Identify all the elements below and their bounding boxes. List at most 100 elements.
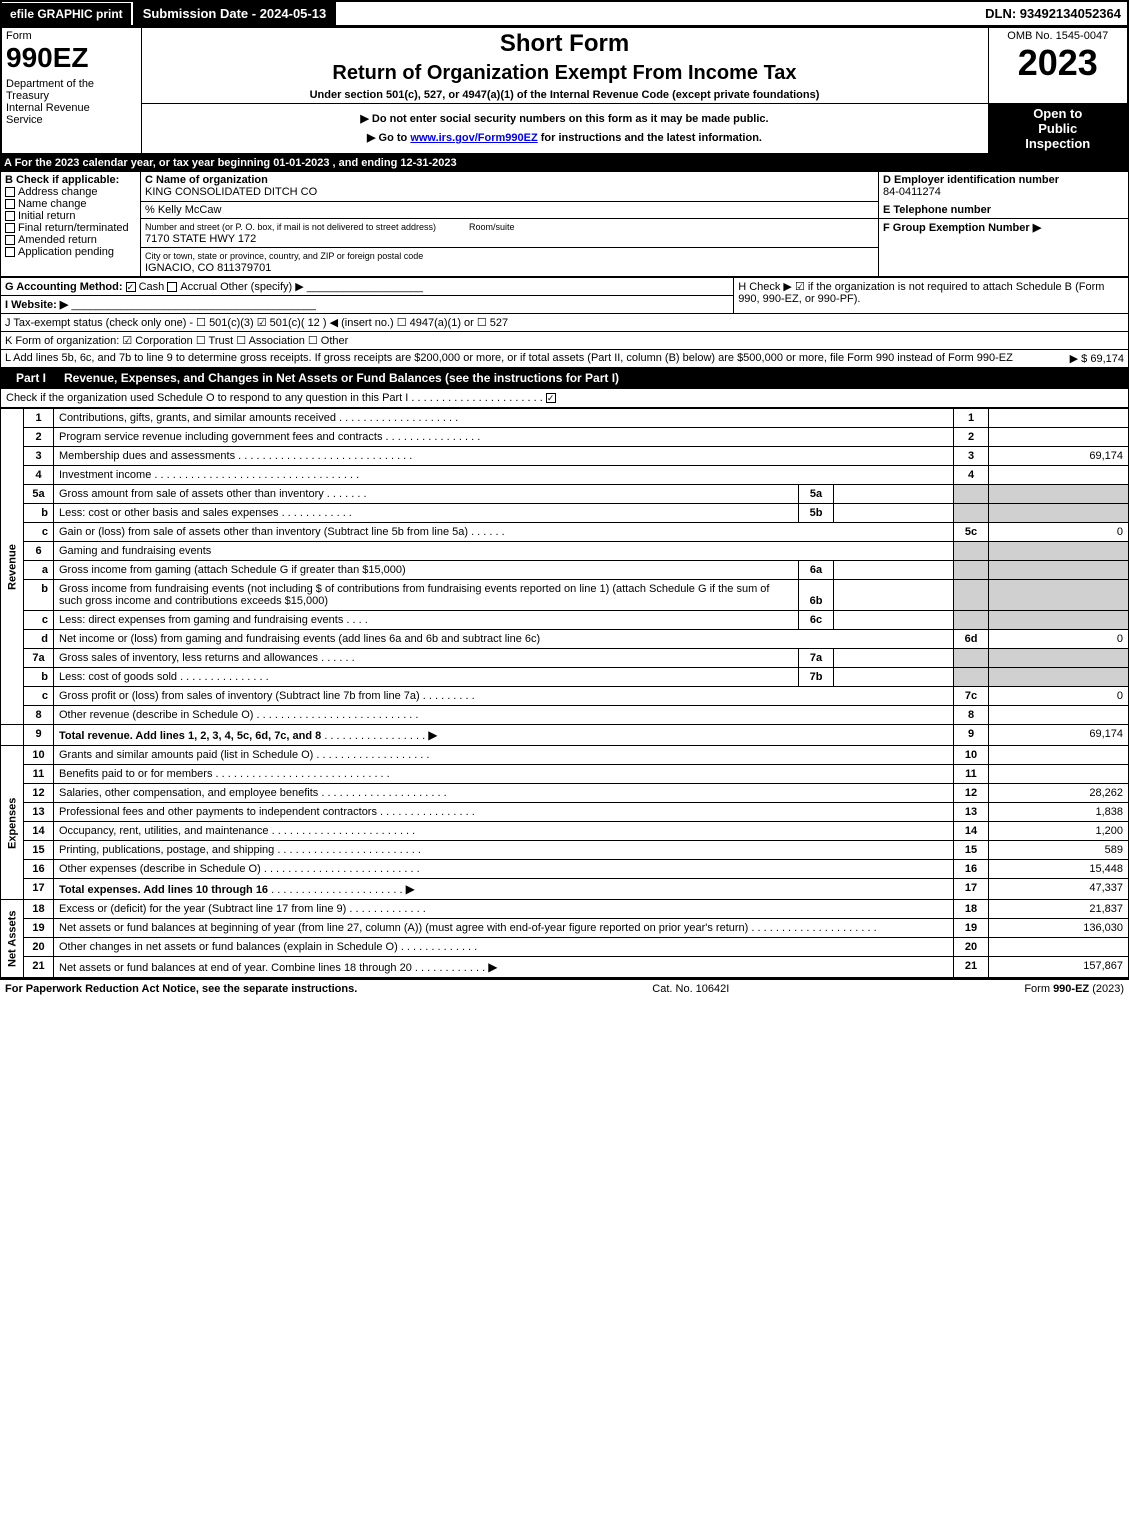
line-17-arrow: ▶	[406, 882, 415, 896]
accrual-checkbox[interactable]	[167, 282, 177, 292]
line-2-num: 2	[24, 428, 54, 447]
line-14-rn: 14	[954, 822, 989, 841]
top-bar-left: efile GRAPHIC print Submission Date - 20…	[2, 2, 336, 25]
cash-label: Cash	[139, 281, 165, 293]
section-c-name: C Name of organization KING CONSOLIDATED…	[141, 172, 879, 202]
line-5c-rv: 0	[989, 523, 1129, 542]
check-name-change[interactable]: Name change	[5, 198, 136, 210]
open-to: Open to	[993, 106, 1124, 121]
cash-checkbox[interactable]	[126, 282, 136, 292]
line-9-num: 9	[24, 725, 54, 746]
l-amount: ▶ $ 69,174	[1070, 352, 1124, 365]
line-8-rn: 8	[954, 706, 989, 725]
line-8-num: 8	[24, 706, 54, 725]
section-j: J Tax-exempt status (check only one) - ☐…	[1, 314, 1129, 332]
line-7b-desc: Less: cost of goods sold . . . . . . . .…	[54, 668, 799, 687]
irs-link[interactable]: www.irs.gov/Form990EZ	[410, 132, 537, 144]
line-3-rv: 69,174	[989, 447, 1129, 466]
line-6c-desc: Less: direct expenses from gaming and fu…	[54, 611, 799, 630]
part-1-title: Revenue, Expenses, and Changes in Net As…	[64, 371, 619, 385]
form-id-cell: Form 990EZ Department of theTreasuryInte…	[1, 28, 141, 155]
line-18-rv: 21,837	[989, 900, 1129, 919]
line-19-desc: Net assets or fund balances at beginning…	[54, 919, 954, 938]
line-6a-sn: 6a	[799, 561, 834, 580]
line-12-rn: 12	[954, 784, 989, 803]
line-10-rv	[989, 746, 1129, 765]
footer: For Paperwork Reduction Act Notice, see …	[0, 978, 1129, 998]
dln-label: DLN: 93492134052364	[985, 6, 1127, 21]
instr2-suffix: for instructions and the latest informat…	[538, 132, 762, 144]
line-7b-shade2	[989, 668, 1129, 687]
check-application-pending[interactable]: Application pending	[5, 246, 136, 258]
footer-center: Cat. No. 10642I	[652, 983, 729, 995]
efile-print-button[interactable]: efile GRAPHIC print	[2, 3, 131, 25]
line-10-rn: 10	[954, 746, 989, 765]
section-c-city: City or town, state or province, country…	[141, 248, 879, 277]
schedule-o-check: Check if the organization used Schedule …	[1, 389, 1129, 408]
line-5c-rn: 5c	[954, 523, 989, 542]
check-final-return[interactable]: Final return/terminated	[5, 222, 136, 234]
line-7c-rv: 0	[989, 687, 1129, 706]
line-5a-shade2	[989, 485, 1129, 504]
street-value: 7170 STATE HWY 172	[145, 233, 256, 245]
line-18-num: 18	[24, 900, 54, 919]
line-11-desc: Benefits paid to or for members . . . . …	[54, 765, 954, 784]
line-6b-num: b	[24, 580, 54, 611]
line-5c-num: c	[24, 523, 54, 542]
line-8-rv	[989, 706, 1129, 725]
line-16-rv: 15,448	[989, 860, 1129, 879]
line-6b-shade2	[989, 580, 1129, 611]
line-7c-rn: 7c	[954, 687, 989, 706]
line-18-desc: Excess or (deficit) for the year (Subtra…	[54, 900, 954, 919]
section-c-careof: % Kelly McCaw	[141, 201, 879, 218]
check-initial-return[interactable]: Initial return	[5, 210, 136, 222]
line-10-desc: Grants and similar amounts paid (list in…	[54, 746, 954, 765]
care-of: % Kelly McCaw	[145, 204, 221, 216]
line-14-rv: 1,200	[989, 822, 1129, 841]
line-19-rv: 136,030	[989, 919, 1129, 938]
schedule-o-checkbox[interactable]	[546, 393, 556, 403]
section-g: G Accounting Method: Cash Accrual Other …	[1, 278, 734, 296]
line-5a-desc: Gross amount from sale of assets other t…	[54, 485, 799, 504]
line-13-desc: Professional fees and other payments to …	[54, 803, 954, 822]
line-6a-sv	[834, 561, 954, 580]
top-bar: efile GRAPHIC print Submission Date - 20…	[0, 0, 1129, 27]
check-amended-return[interactable]: Amended return	[5, 234, 136, 246]
line-6c-shade2	[989, 611, 1129, 630]
other-specify: Other (specify) ▶	[220, 281, 304, 293]
line-11-rn: 11	[954, 765, 989, 784]
line-13-num: 13	[24, 803, 54, 822]
instr-link-line: ▶ Go to www.irs.gov/Form990EZ for instru…	[146, 131, 984, 144]
line-12-desc: Salaries, other compensation, and employ…	[54, 784, 954, 803]
tax-year: 2023	[993, 42, 1124, 84]
line-16-desc: Other expenses (describe in Schedule O) …	[54, 860, 954, 879]
line-7c-desc: Gross profit or (loss) from sales of inv…	[54, 687, 954, 706]
line-15-num: 15	[24, 841, 54, 860]
part-1-label: Part I	[6, 371, 56, 385]
line-6a-desc: Gross income from gaming (attach Schedul…	[54, 561, 799, 580]
line-9-rv: 69,174	[989, 725, 1129, 746]
c-label: C Name of organization	[145, 174, 268, 186]
line-6c-num: c	[24, 611, 54, 630]
line-6-desc: Gaming and fundraising events	[54, 542, 954, 561]
line-15-rn: 15	[954, 841, 989, 860]
line-17-desc: Total expenses. Add lines 10 through 16 …	[54, 879, 954, 900]
line-19-rn: 19	[954, 919, 989, 938]
expenses-vert-label: Expenses	[1, 746, 24, 900]
line-19-num: 19	[24, 919, 54, 938]
line-13-rv: 1,838	[989, 803, 1129, 822]
line-10-num: 10	[24, 746, 54, 765]
form-number: 990EZ	[6, 42, 137, 74]
l-text: L Add lines 5b, 6c, and 7b to line 9 to …	[5, 352, 1013, 364]
check-address-change[interactable]: Address change	[5, 186, 136, 198]
form-word: Form	[6, 30, 137, 42]
section-k: K Form of organization: ☑ Corporation ☐ …	[1, 332, 1129, 350]
room-label: Room/suite	[469, 222, 515, 232]
section-h: H Check ▶ ☑ if the organization is not r…	[734, 278, 1129, 314]
line-1-rv	[989, 409, 1129, 428]
line-1-rn: 1	[954, 409, 989, 428]
section-l: L Add lines 5b, 6c, and 7b to line 9 to …	[1, 350, 1129, 368]
line-3-rn: 3	[954, 447, 989, 466]
line-6b-desc: Gross income from fundraising events (no…	[54, 580, 799, 611]
g-label: G Accounting Method:	[5, 281, 123, 293]
